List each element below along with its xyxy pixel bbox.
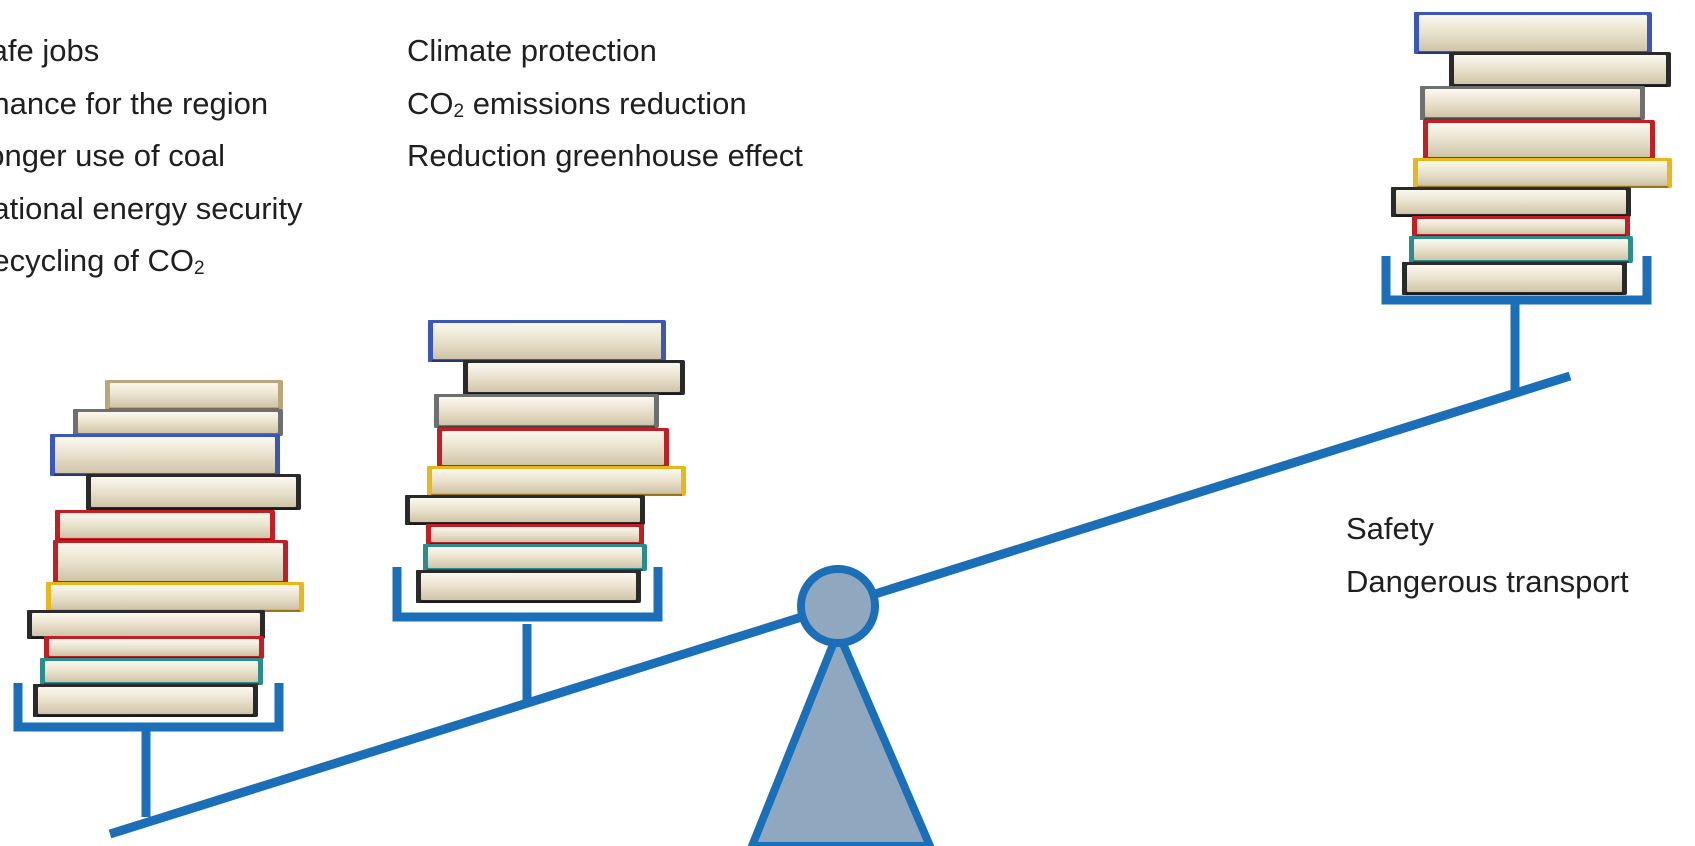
argument-line: Recycling of CO2 <box>0 235 303 288</box>
right-arguments-list: Safety Dangerous transport <box>1346 503 1629 608</box>
book <box>463 360 685 395</box>
book <box>434 394 659 428</box>
left-arguments-list: Safe jobs Chance for the region Longer use… <box>0 25 303 288</box>
book <box>423 544 647 571</box>
right-pan <box>1381 256 1652 305</box>
book <box>1423 120 1655 160</box>
book <box>40 658 263 685</box>
book <box>33 684 258 717</box>
book <box>53 540 288 584</box>
right-book-stack-icon <box>1391 12 1672 295</box>
argument-text: Safe jobs <box>0 33 100 68</box>
book <box>405 495 645 525</box>
book <box>1412 216 1630 237</box>
book <box>73 409 283 436</box>
book <box>416 570 641 603</box>
argument-line: Climate protection <box>407 25 803 78</box>
book <box>1402 262 1627 295</box>
argument-text: Safety <box>1346 511 1434 546</box>
argument-line: Dangerous transport <box>1346 556 1629 609</box>
book <box>105 380 283 410</box>
argument-line: Reduction greenhouse effect <box>407 130 803 183</box>
book <box>427 466 686 496</box>
argument-line: National energy security <box>0 183 303 236</box>
left-pan <box>13 683 284 732</box>
argument-text: CO <box>407 85 454 121</box>
argument-line: Chance for the region <box>0 78 303 131</box>
book <box>1414 12 1652 54</box>
fulcrum-icon <box>747 565 935 846</box>
book <box>1409 236 1633 263</box>
book <box>27 610 265 639</box>
book <box>44 636 264 659</box>
book <box>50 434 280 476</box>
argument-text: Recycling of CO <box>0 243 194 278</box>
book <box>1391 187 1631 217</box>
middle-pan <box>392 567 663 622</box>
argument-line: Safe jobs <box>0 25 303 78</box>
left-book-stack-icon <box>27 380 304 717</box>
argument-text: Chance for the region <box>0 85 269 121</box>
subscript: 2 <box>453 100 465 122</box>
book <box>428 320 666 362</box>
argument-text: National energy security <box>0 190 303 226</box>
argument-text: Reduction greenhouse effect <box>407 138 803 173</box>
middle-book-stack-icon <box>405 320 686 603</box>
argument-text: Dangerous transport <box>1346 563 1629 599</box>
argument-text-continued: emissions reduction <box>464 85 747 121</box>
middle-arguments-list: Climate protection CO2 emissions reductio… <box>407 25 803 183</box>
book <box>55 510 275 541</box>
argument-line: Safety <box>1346 503 1629 556</box>
argument-line: CO2 emissions reduction <box>407 78 803 131</box>
book <box>86 474 301 510</box>
argument-line: Longer use of coal <box>0 130 303 183</box>
book <box>1413 158 1672 188</box>
book <box>1420 86 1645 120</box>
book <box>437 428 669 468</box>
subscript: 2 <box>193 258 205 279</box>
argument-text: Longer use of coal <box>0 138 226 173</box>
book <box>46 582 304 612</box>
book <box>1449 52 1671 87</box>
book <box>426 524 644 545</box>
argument-text: Climate protection <box>407 33 657 68</box>
